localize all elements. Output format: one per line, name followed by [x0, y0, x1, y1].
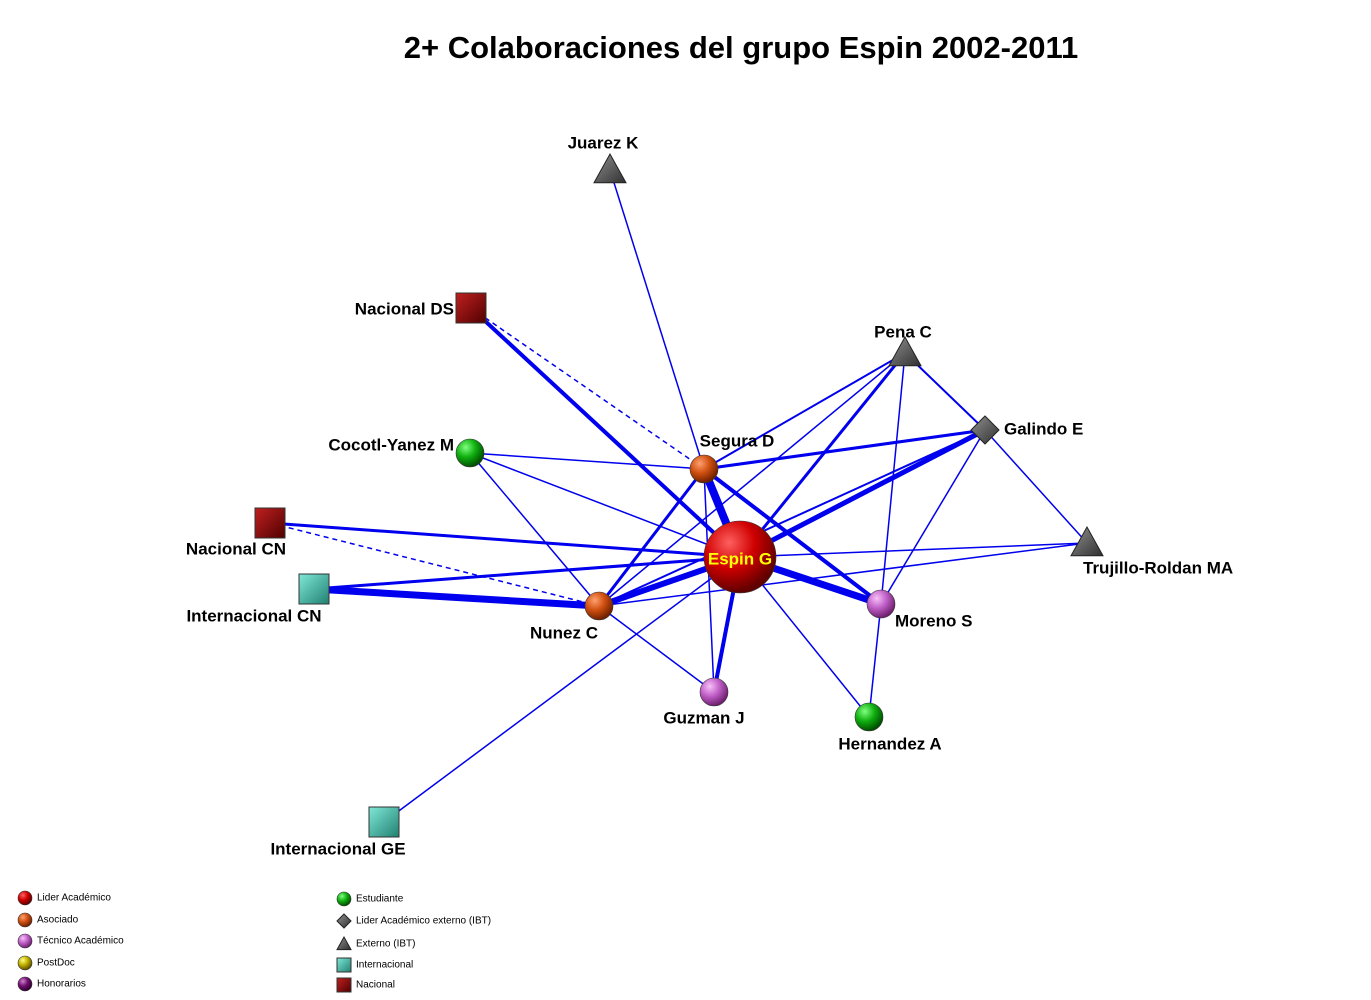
node-label: Espin G: [708, 549, 772, 568]
square-node: [336, 977, 352, 993]
node-label: Internacional GE: [270, 839, 405, 858]
node-label: Moreno S: [895, 611, 972, 630]
triangle-node: [336, 935, 352, 951]
edge: [269, 522, 600, 607]
edge: [469, 452, 705, 470]
edge: [738, 427, 987, 560]
edge: [469, 452, 741, 558]
square-node: [368, 806, 400, 838]
edge: [609, 169, 705, 470]
circle-node: [17, 912, 33, 928]
circle-node: [17, 933, 33, 949]
node-label: Nunez C: [530, 623, 598, 642]
edge: [313, 555, 741, 591]
circle-node: [699, 677, 729, 707]
node-label: Hernandez A: [838, 734, 941, 753]
square-node: [298, 573, 330, 605]
legend-label: Lider Académico externo (IBT): [356, 916, 491, 927]
node-label: Trujillo-Roldan MA: [1083, 558, 1233, 577]
node-label: Segura D: [700, 431, 775, 450]
edge: [469, 452, 600, 607]
triangle-node: [888, 335, 922, 367]
edge: [598, 542, 1088, 607]
legend-label: PostDoc: [37, 958, 75, 969]
node-label: Juarez K: [568, 133, 640, 152]
edge: [703, 352, 906, 470]
title: 2+ Colaboraciones del grupo Espin 2002-2…: [404, 30, 1079, 65]
square-node: [254, 507, 286, 539]
edge: [470, 307, 705, 470]
triangle-node: [593, 152, 627, 184]
edge: [738, 352, 907, 558]
circle-node: [17, 976, 33, 992]
edge: [269, 521, 741, 559]
edge: [469, 306, 742, 559]
edge: [702, 467, 883, 606]
edge: [984, 429, 1088, 544]
edge: [598, 605, 715, 693]
diamond-node: [970, 415, 1000, 445]
node-label: Nacional CN: [186, 539, 286, 558]
node-label: Galindo E: [1004, 419, 1083, 438]
square-node: [455, 292, 487, 324]
diamond-node: [336, 913, 352, 929]
edge: [597, 468, 706, 607]
edges: [269, 169, 1088, 823]
node-label: Guzman J: [663, 708, 744, 727]
circle-node: [854, 702, 884, 732]
edge: [880, 429, 986, 605]
circle-node: [17, 955, 33, 971]
edge: [313, 585, 600, 610]
legend-label: Nacional: [356, 980, 395, 991]
nodes: Espin G Segura D Nunez C Moreno S Guzman J He…: [186, 133, 1233, 858]
square-node: [336, 957, 352, 973]
circle-node: [455, 438, 485, 468]
node-label: Nacional DS: [355, 299, 454, 318]
circle-node: [703, 520, 777, 594]
circle-node: [689, 454, 719, 484]
circle-node: [336, 891, 352, 907]
circle-node: [17, 890, 33, 906]
legend-label: Internacional: [356, 960, 413, 971]
edge: [598, 352, 906, 607]
node-label: Internacional CN: [186, 606, 321, 625]
legend-label: Asociado: [37, 915, 79, 926]
circle-node: [584, 591, 614, 621]
triangle-node: [1070, 525, 1104, 557]
edge: [880, 352, 906, 605]
legend-label: Externo (IBT): [356, 939, 415, 950]
circle-node: [866, 589, 896, 619]
legend-label: Estudiante: [356, 894, 404, 905]
node-label: Pena C: [874, 322, 932, 341]
edge: [598, 429, 986, 607]
edge: [703, 428, 986, 471]
edge: [868, 603, 882, 718]
legend-label: Técnico Académico: [37, 936, 124, 947]
node-label: Cocotl-Yanez M: [328, 435, 454, 454]
legend: Lider Académico Asociado Técnico Académico…: [17, 890, 491, 993]
legend-label: Honorarios: [37, 979, 86, 990]
legend-label: Lider Académico: [37, 893, 111, 904]
edge: [383, 556, 741, 823]
edge: [703, 468, 715, 693]
